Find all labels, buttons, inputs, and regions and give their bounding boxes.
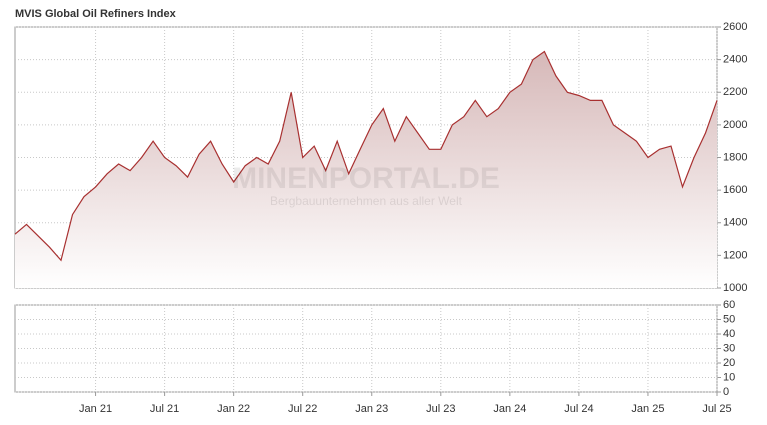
line: [14, 50, 718, 262]
y-tick-label: 30: [723, 342, 735, 354]
y-tick-label: 1400: [723, 217, 747, 229]
chart-title: MVIS Global Oil Refiners Index: [15, 8, 177, 20]
x-tick-label: Jul 22: [288, 403, 317, 415]
plot: 1000 1200 1400 1600 1800 2000 2200 2400 2600 0 10 2…: [14, 21, 747, 415]
watermark: MINENPORTAL.DE: [232, 162, 500, 195]
x-tick-label: Jan 22: [217, 403, 250, 415]
x-tick-label: Jan 25: [631, 403, 664, 415]
y-tick-label: 60: [723, 299, 735, 311]
y-tick-label: 50: [723, 313, 735, 325]
y-tick-label: 2000: [723, 119, 747, 131]
y-tick-label: 1200: [723, 249, 747, 261]
y-tick-label: 0: [723, 386, 729, 398]
y-tick-label: 2400: [723, 54, 747, 66]
x-tick-label: Jan 24: [493, 403, 526, 415]
x-tick-label: Jul 21: [150, 403, 179, 415]
x-tick-label: Jan 23: [355, 403, 388, 415]
y-tick-label: 10: [723, 371, 735, 383]
y-tick-label: 20: [723, 357, 735, 369]
watermark-sub: Bergbauunternehmen aus aller Welt: [270, 194, 463, 208]
y-tick-label: 2200: [723, 86, 747, 98]
y-tick-label: 2600: [723, 21, 747, 33]
x-tick-label: Jul 23: [426, 403, 455, 415]
y-tick-label: 1800: [723, 151, 747, 163]
x-tick-label: Jan 21: [79, 403, 112, 415]
area: [15, 51, 717, 288]
y-tick-label: 1600: [723, 184, 747, 196]
x-tick-label: Jul 24: [564, 403, 593, 415]
x-tick-label: Jul 25: [702, 403, 731, 415]
y-tick-label: 40: [723, 328, 735, 340]
y-tick-label: 1000: [723, 282, 747, 294]
